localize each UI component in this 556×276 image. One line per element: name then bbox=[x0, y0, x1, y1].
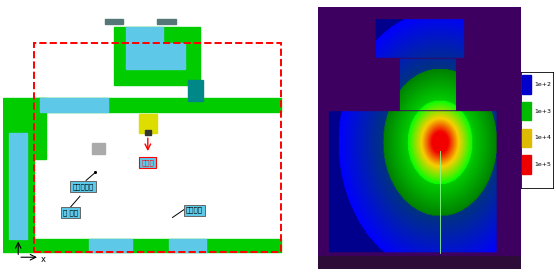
Text: x: x bbox=[41, 255, 46, 264]
Text: 1e+5: 1e+5 bbox=[534, 162, 551, 167]
Bar bbox=[34, 43, 281, 252]
Bar bbox=[40, 98, 108, 112]
Bar bbox=[34, 98, 46, 159]
Text: y: y bbox=[13, 229, 18, 238]
Bar bbox=[3, 98, 281, 112]
Bar bbox=[126, 27, 163, 69]
Bar bbox=[34, 239, 281, 252]
Bar bbox=[188, 80, 203, 101]
Text: 빔 덤프: 빔 덤프 bbox=[63, 209, 78, 216]
Text: 1e+3: 1e+3 bbox=[534, 109, 551, 114]
Bar bbox=[89, 239, 132, 252]
Bar bbox=[522, 129, 532, 147]
Bar bbox=[157, 19, 176, 24]
Bar bbox=[105, 19, 123, 24]
Bar bbox=[92, 143, 105, 154]
Bar bbox=[138, 114, 157, 133]
Bar bbox=[145, 130, 151, 135]
Text: 1e+4: 1e+4 bbox=[534, 135, 551, 140]
Bar bbox=[170, 239, 206, 252]
Bar bbox=[522, 102, 532, 120]
Bar bbox=[522, 75, 532, 94]
Bar bbox=[114, 27, 200, 85]
Bar bbox=[3, 112, 34, 252]
Text: 콘크리트: 콘크리트 bbox=[186, 207, 202, 214]
Text: 1e+2: 1e+2 bbox=[534, 82, 551, 87]
Bar bbox=[9, 133, 27, 239]
Text: 콜리메이터: 콜리메이터 bbox=[72, 183, 93, 190]
Bar bbox=[163, 43, 185, 69]
Text: 빔방향: 빔방향 bbox=[141, 159, 154, 166]
Bar bbox=[522, 155, 532, 174]
